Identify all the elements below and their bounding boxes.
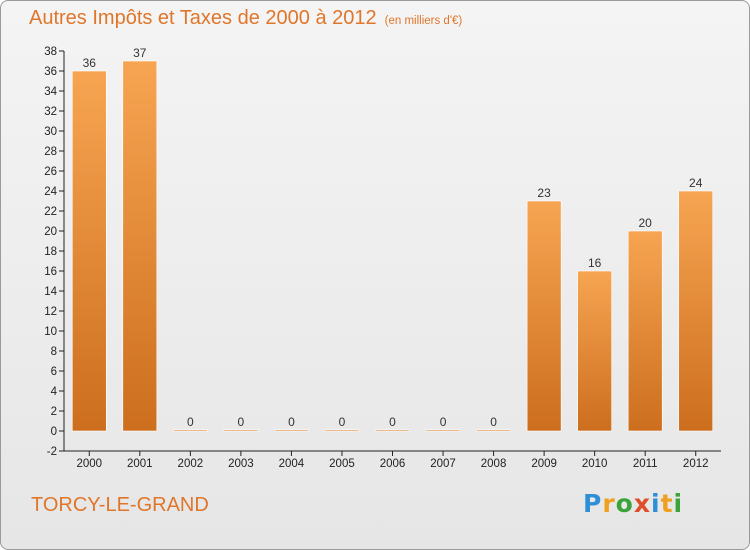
y-tick-label: 4 [51, 386, 58, 398]
data-label: 24 [689, 176, 703, 190]
x-tick-label: 2011 [633, 458, 658, 470]
logo-letter: o [615, 489, 634, 518]
y-tick-label: 10 [44, 326, 57, 338]
bar-2006 [375, 429, 410, 432]
data-label: 0 [440, 415, 447, 429]
bar-2008 [476, 429, 511, 432]
data-label: 0 [339, 415, 346, 429]
data-label: 0 [288, 415, 295, 429]
y-tick-label: 12 [44, 306, 57, 318]
data-label: 0 [490, 415, 497, 429]
x-tick-label: 2003 [228, 458, 254, 470]
y-tick-label: 36 [44, 66, 57, 78]
y-tick-label: 14 [44, 286, 57, 298]
location-label: TORCY-LE-GRAND [31, 494, 209, 516]
chart-title-text: Autres Impôts et Taxes de 2000 à 2012 [29, 7, 377, 29]
y-tick-label: 20 [44, 226, 57, 238]
y-tick-label: 32 [44, 106, 57, 118]
y-tick-label: 16 [44, 266, 57, 278]
y-tick-label: 26 [44, 166, 57, 178]
logo-letter: t [660, 489, 674, 518]
data-label: 23 [537, 186, 551, 200]
bar-2002 [173, 429, 208, 432]
y-tick-label: 0 [51, 426, 57, 438]
data-label: 0 [238, 415, 245, 429]
bar-2007 [425, 429, 461, 432]
x-tick-label: 2010 [582, 458, 608, 470]
y-tick-label: 30 [44, 126, 57, 138]
logo-letter: r [602, 489, 616, 518]
data-label: 0 [389, 415, 396, 429]
x-tick-label: 2012 [683, 458, 709, 470]
chart-subtitle: (en milliers d'€) [384, 15, 463, 27]
x-tick-label: 2006 [380, 458, 406, 470]
y-tick-label: 18 [44, 246, 57, 258]
y-tick-label: 6 [51, 366, 57, 378]
bars-layer: 36 37 0 0 0 0 0 0 0 23 16 20 24 [71, 46, 714, 432]
data-label: 37 [133, 46, 147, 60]
y-tick-label: 34 [44, 86, 57, 98]
logo-letter: x [633, 489, 651, 518]
logo-letter: P [583, 489, 603, 518]
bar-2011 [627, 230, 663, 432]
y-tick-label: 2 [51, 406, 57, 418]
bar-2012 [678, 190, 714, 432]
y-tick-label: 24 [44, 186, 57, 198]
logo-letter: i [651, 489, 661, 518]
data-label: 16 [588, 256, 602, 270]
x-tick-label: 2001 [127, 458, 153, 470]
x-tick-label: 2002 [178, 458, 204, 470]
data-label: 20 [639, 216, 653, 230]
y-tick-label: 38 [44, 46, 57, 58]
bar-2000 [71, 70, 107, 432]
y-tick-label: 8 [51, 346, 57, 358]
chart-title: Autres Impôts et Taxes de 2000 à 2012 (en… [29, 7, 462, 30]
proxiti-logo: Proxiti [583, 489, 683, 518]
bar-2010 [577, 270, 612, 432]
bar-2005 [324, 429, 360, 432]
bar-2001 [122, 60, 158, 432]
x-tick-label: 2009 [531, 458, 557, 470]
x-tick-label: 2007 [430, 458, 456, 470]
bar-2004 [274, 429, 309, 432]
data-label: 0 [187, 415, 194, 429]
bar-2009 [526, 200, 562, 432]
y-tick-label: 28 [44, 146, 57, 158]
y-tick-label: 22 [44, 206, 57, 218]
y-tick-label: -2 [47, 446, 57, 458]
logo-letter: i [673, 489, 684, 518]
x-tick-label: 2005 [329, 458, 355, 470]
data-label: 36 [83, 56, 97, 70]
x-tick-label: 2004 [279, 458, 305, 470]
x-tick-label: 2000 [76, 458, 102, 470]
axes-layer: -202468101214161820222426283032343638200… [44, 46, 721, 470]
bar-2003 [223, 429, 259, 432]
x-tick-label: 2008 [481, 458, 507, 470]
